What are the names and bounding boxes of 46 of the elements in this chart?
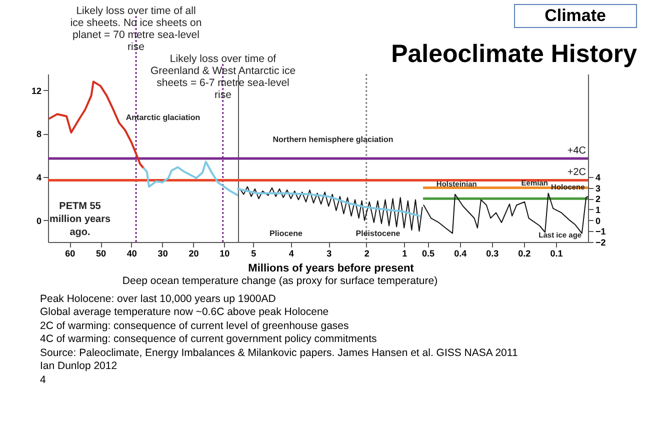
ref-line-label: +4C	[567, 146, 586, 157]
y-tick-label: 3	[596, 183, 601, 194]
text: Peak Holocene: over last 10,000 years up 1900AD	[40, 292, 277, 306]
annotation: Pliocene	[270, 229, 303, 238]
y-tick-label: −2	[596, 238, 606, 248]
x-tick-label: 10	[220, 248, 230, 258]
annotation: PETM 55 million years ago.	[49, 201, 112, 238]
annotation: Northern hemisphere glaciation	[272, 135, 394, 144]
annotation: Pleistocene	[356, 229, 401, 238]
text: 2C of warming: consequence of current level of greenhouse gases	[40, 320, 350, 333]
line-series	[142, 160, 239, 196]
x-tick-label: 0.4	[454, 248, 467, 258]
x-tick-label: 5	[251, 248, 256, 258]
y-tick-label: 0	[596, 216, 601, 226]
text: Likely loss over time of all ice sheets. No ice sheets on planet = 70 metre sea-level rise	[70, 5, 202, 53]
x-tick-label: 0.3	[486, 248, 499, 258]
ref-line-label: +2C	[567, 167, 586, 178]
x-tick-label: 20	[188, 248, 199, 258]
text: Deep ocean temperature change (as proxy for surface temperature)	[121, 275, 439, 288]
x-axis-title: Millions of years before present	[248, 262, 414, 274]
y-tick-label: −1	[596, 226, 606, 237]
y-tick-label: 8	[36, 129, 42, 140]
y-tick-label: 12	[31, 86, 42, 96]
y-tick-label: 1	[596, 204, 601, 215]
x-tick-label: 3	[326, 248, 332, 258]
chart-subtitle: Climate	[514, 4, 637, 28]
y-tick-label: 0	[36, 216, 42, 226]
text: Global average temperature now ~0.6C above peak Holocene	[40, 306, 330, 320]
source-note: Source: Paleoclimate, Energy Imbalances & Milankovic papers. James Hansen et al. GISS NASA 2011	[40, 346, 519, 360]
x-tick-label: 4	[288, 248, 294, 258]
text: 4C of warming: consequence of current government policy commitments	[40, 333, 378, 346]
y-tick-label: 2	[596, 194, 601, 204]
x-tick-label: 1	[402, 248, 408, 258]
annotation: Antarctic glaciation	[126, 113, 200, 122]
y-tick-label: 4	[596, 172, 601, 182]
x-tick-label: 2	[364, 248, 370, 258]
text: Ian Dunlop 2012	[40, 360, 118, 374]
y-tick-label: 4	[36, 172, 42, 182]
x-tick-label: 40	[126, 248, 137, 258]
x-tick-label: 0.2	[518, 248, 531, 258]
x-tick-label: 50	[96, 248, 106, 258]
x-tick-label: 0.5	[422, 248, 435, 258]
x-tick-label: 30	[158, 248, 168, 258]
chart-title: Paleoclimate History	[391, 40, 637, 69]
x-tick-label: 60	[65, 248, 76, 258]
x-tick-label: 0.1	[550, 248, 563, 258]
